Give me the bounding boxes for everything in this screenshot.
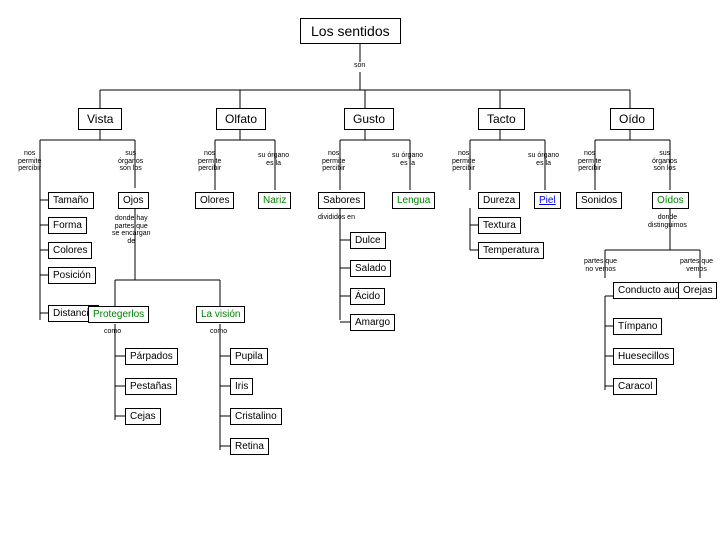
label-vista-percibe: nospermitepercibir [18, 150, 41, 173]
label-vista-organos: susórganosson los [118, 150, 143, 173]
sense-olfato: Olfato [216, 108, 266, 130]
dulce: Dulce [350, 232, 386, 249]
salado: Salado [350, 260, 391, 277]
acido: Ácido [350, 288, 385, 305]
vista-posicion: Posición [48, 267, 96, 284]
huesecillos: Huesecillos [613, 348, 674, 365]
pestanas: Pestañas [125, 378, 177, 395]
piel[interactable]: Piel [534, 192, 561, 209]
label-donde-hay: donde haypartes quese encargande [112, 215, 151, 246]
label-gusto-organo: su órganoes la [392, 152, 423, 167]
vista-tamano: Tamaño [48, 192, 94, 209]
temperatura: Temperatura [478, 242, 544, 259]
label-donde-dist: dondedistinguimos [648, 214, 687, 229]
amargo: Amargo [350, 314, 395, 331]
sense-gusto: Gusto [344, 108, 394, 130]
label-divididos: divididos en [318, 214, 355, 222]
iris: Iris [230, 378, 253, 395]
olores: Olores [195, 192, 234, 209]
sense-oido: Oído [610, 108, 654, 130]
caracol: Caracol [613, 378, 657, 395]
timpano: Tímpano [613, 318, 662, 335]
label-partes-ve: partes quevemos [680, 258, 713, 273]
vista-protegerlos: Protegerlos [88, 306, 149, 323]
orejas: Orejas [678, 282, 717, 299]
sonidos: Sonidos [576, 192, 622, 209]
vista-ojos: Ojos [118, 192, 149, 209]
label-oido-percibe: nospermitepercibir [578, 150, 601, 173]
label-olfato-organo: su órganoes la [258, 152, 289, 167]
label-gusto-percibe: nospermitepercibir [322, 150, 345, 173]
label-partes-no: partes queno vemos [584, 258, 617, 273]
lengua: Lengua [392, 192, 435, 209]
pupila: Pupila [230, 348, 268, 365]
label-olfato-percibe: nospermitepercibir [198, 150, 221, 173]
cristalino: Cristalino [230, 408, 282, 425]
label-tacto-percibe: nospermitepercibir [452, 150, 475, 173]
label-tacto-organo: su órganoes la [528, 152, 559, 167]
parpados: Párpados [125, 348, 178, 365]
sense-tacto: Tacto [478, 108, 525, 130]
cejas: Cejas [125, 408, 161, 425]
retina: Retina [230, 438, 269, 455]
vista-lavision: La visión [196, 306, 245, 323]
label-como2: como [210, 328, 227, 336]
label-como1: como [104, 328, 121, 336]
vista-forma: Forma [48, 217, 87, 234]
textura: Textura [478, 217, 521, 234]
title-box: Los sentidos [300, 18, 401, 44]
sabores: Sabores [318, 192, 365, 209]
oidos: Oídos [652, 192, 689, 209]
label-son: son [354, 62, 365, 70]
nariz: Nariz [258, 192, 291, 209]
sense-vista: Vista [78, 108, 122, 130]
vista-colores: Colores [48, 242, 92, 259]
label-oido-organos: susórganosson los [652, 150, 677, 173]
dureza: Dureza [478, 192, 520, 209]
